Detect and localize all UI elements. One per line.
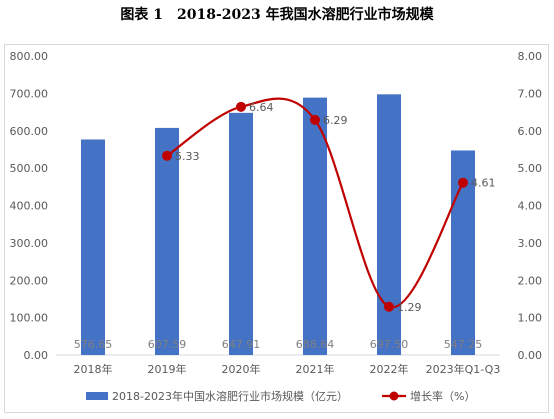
bar-data-label: 647.91 xyxy=(222,338,261,351)
x-tick-label: 2023年Q1-Q3 xyxy=(426,362,501,376)
bar xyxy=(303,97,327,356)
growth-rate-point xyxy=(236,101,246,112)
growth-rate-data-label: 4.61 xyxy=(471,177,496,190)
growth-rate-data-label: 1.29 xyxy=(397,301,422,314)
y-right-tick-label: 4.00 xyxy=(518,200,543,213)
legend-bar-label: 2018-2023年中国水溶肥行业市场规模（亿元） xyxy=(112,389,348,403)
x-tick-label: 2019年 xyxy=(148,362,187,376)
y-right-tick-label: 2.00 xyxy=(518,274,543,287)
growth-rate-data-label: 6.64 xyxy=(249,101,274,114)
growth-rate-line xyxy=(166,97,464,309)
y-left-tick-label: 500.00 xyxy=(10,162,49,175)
y-left-tick-label: 400.00 xyxy=(10,200,49,213)
y-right-tick-label: 0.00 xyxy=(518,349,543,362)
y-left-tick-label: 700.00 xyxy=(10,87,49,100)
bar-data-label: 547.25 xyxy=(444,338,483,351)
y-left-tick-label: 200.00 xyxy=(10,274,49,287)
y-right-tick-label: 8.00 xyxy=(518,50,543,63)
y-right-tick-label: 1.00 xyxy=(518,312,543,325)
x-tick-label: 2018年 xyxy=(74,362,113,376)
y-left-tick-label: 600.00 xyxy=(10,125,49,138)
y-left-tick-label: 300.00 xyxy=(10,237,49,250)
chart-frame xyxy=(4,44,549,413)
x-tick-label: 2021年 xyxy=(296,362,335,376)
y-right-tick-label: 7.00 xyxy=(518,87,543,100)
growth-rate-point xyxy=(458,177,468,188)
bar xyxy=(377,94,401,355)
bar-data-label: 576.65 xyxy=(74,338,113,351)
y-left-tick-label: 800.00 xyxy=(10,50,49,63)
growth-rate-point xyxy=(310,114,320,125)
y-left-tick-label: 100.00 xyxy=(10,312,49,325)
legend-line-label: 增长率（%） xyxy=(410,389,475,403)
bar-data-label: 697.50 xyxy=(370,338,409,351)
bar xyxy=(155,127,179,355)
growth-rate-point xyxy=(384,301,394,312)
y-right-tick-label: 5.00 xyxy=(518,162,543,175)
bar xyxy=(229,112,253,356)
y-left-tick-label: 0.00 xyxy=(24,349,49,362)
y-right-tick-label: 6.00 xyxy=(518,125,543,138)
legend-line-marker xyxy=(389,391,399,401)
growth-rate-data-label: 6.29 xyxy=(323,114,348,127)
y-right-tick-label: 3.00 xyxy=(518,237,543,250)
growth-rate-data-label: 5.33 xyxy=(175,150,200,163)
bar-data-label: 688.64 xyxy=(296,338,335,351)
bar xyxy=(81,139,105,355)
growth-rate-point xyxy=(162,150,172,161)
x-tick-label: 2020年 xyxy=(222,362,261,376)
bar-data-label: 607.59 xyxy=(148,338,187,351)
chart-title: 图表 1 2018-2023 年我国水溶肥行业市场规模 xyxy=(120,7,434,23)
x-tick-label: 2022年 xyxy=(370,362,409,376)
legend-bar-swatch xyxy=(86,392,108,400)
